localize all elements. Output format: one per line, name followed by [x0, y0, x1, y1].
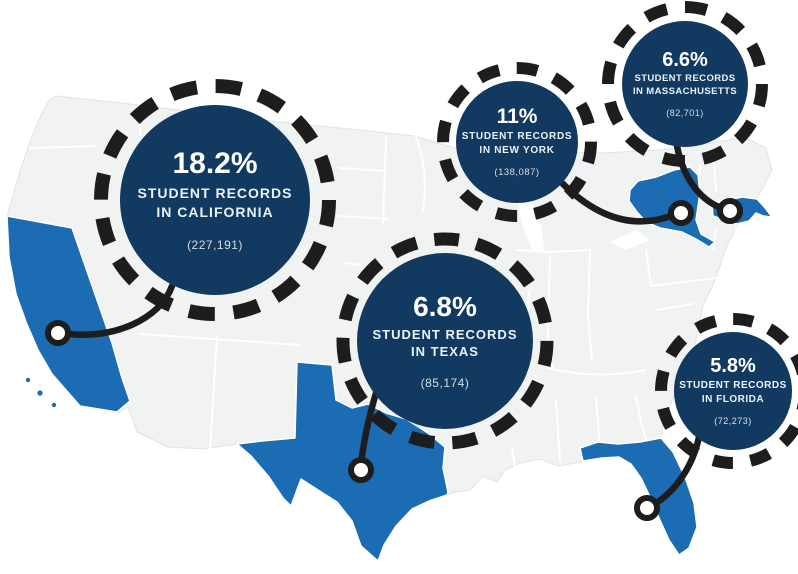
- state-california: [6, 215, 131, 413]
- florida-location-marker: [634, 495, 660, 521]
- new-york-label-line2: IN NEW YORK: [479, 144, 555, 156]
- new-york-bubble-ring: [437, 62, 597, 222]
- new-york-record-count: (138,087): [494, 167, 540, 179]
- new-york-location-marker: [668, 200, 694, 226]
- california-bubble-ring: [94, 79, 336, 321]
- california-connector-line: [66, 282, 176, 339]
- state-california-island: [51, 402, 57, 408]
- texas-location-marker: [348, 457, 374, 483]
- bubble-california: 18.2% STUDENT RECORDS IN CALIFORNIA (227…: [120, 105, 310, 295]
- massachusetts-connector-line: [673, 142, 728, 213]
- florida-record-count: (72,273): [714, 416, 752, 426]
- florida-label-line2: IN FLORIDA: [701, 393, 765, 405]
- california-percent: 18.2%: [172, 147, 258, 181]
- state-markers: [45, 198, 743, 521]
- bubble-massachusetts: 6.6% STUDENT RECORDS IN MASSACHUSETTS (8…: [622, 21, 748, 147]
- massachusetts-label-line1: STUDENT RECORDS: [634, 72, 736, 84]
- state-florida: [579, 437, 698, 556]
- state-borders: [29, 105, 740, 470]
- california-location-marker: [45, 320, 71, 346]
- texas-percent: 6.8%: [413, 291, 477, 323]
- state-texas: [236, 361, 449, 562]
- california-record-count: (227,191): [187, 237, 243, 252]
- bubble-new-york: 11% STUDENT RECORDS IN NEW YORK (138,087…: [456, 81, 578, 203]
- new-york-percent: 11%: [496, 104, 538, 128]
- bubble-florida: 5.8% STUDENT RECORDS IN FLORIDA (72,273): [674, 332, 792, 450]
- massachusetts-percent: 6.6%: [662, 48, 708, 71]
- california-label-line2: IN CALIFORNIA: [156, 203, 274, 220]
- massachusetts-record-count: (82,701): [666, 108, 704, 119]
- texas-label-line1: STUDENT RECORDS: [372, 326, 518, 342]
- bubble-rings: [94, 1, 798, 469]
- new-york-connector-line: [559, 180, 680, 225]
- new-york-label-line1: STUDENT RECORDS: [461, 131, 573, 143]
- florida-label-line1: STUDENT RECORDS: [679, 380, 787, 391]
- great-lakes: [516, 192, 650, 254]
- florida-connector-line: [649, 433, 703, 509]
- bubble-texas: 6.8% STUDENT RECORDS IN TEXAS (85,174): [357, 253, 533, 429]
- massachusetts-bubble-ring: [602, 1, 768, 167]
- texas-bubble-ring: [336, 232, 554, 450]
- state-california-island: [25, 377, 31, 383]
- texas-record-count: (85,174): [420, 375, 470, 390]
- california-label-line1: STUDENT RECORDS: [137, 184, 293, 201]
- florida-percent: 5.8%: [710, 355, 756, 377]
- massachusetts-label-line2: IN MASSACHUSETTS: [632, 85, 738, 97]
- state-california-island: [37, 390, 43, 396]
- texas-label-line2: IN TEXAS: [411, 344, 479, 360]
- massachusetts-location-marker: [717, 198, 743, 224]
